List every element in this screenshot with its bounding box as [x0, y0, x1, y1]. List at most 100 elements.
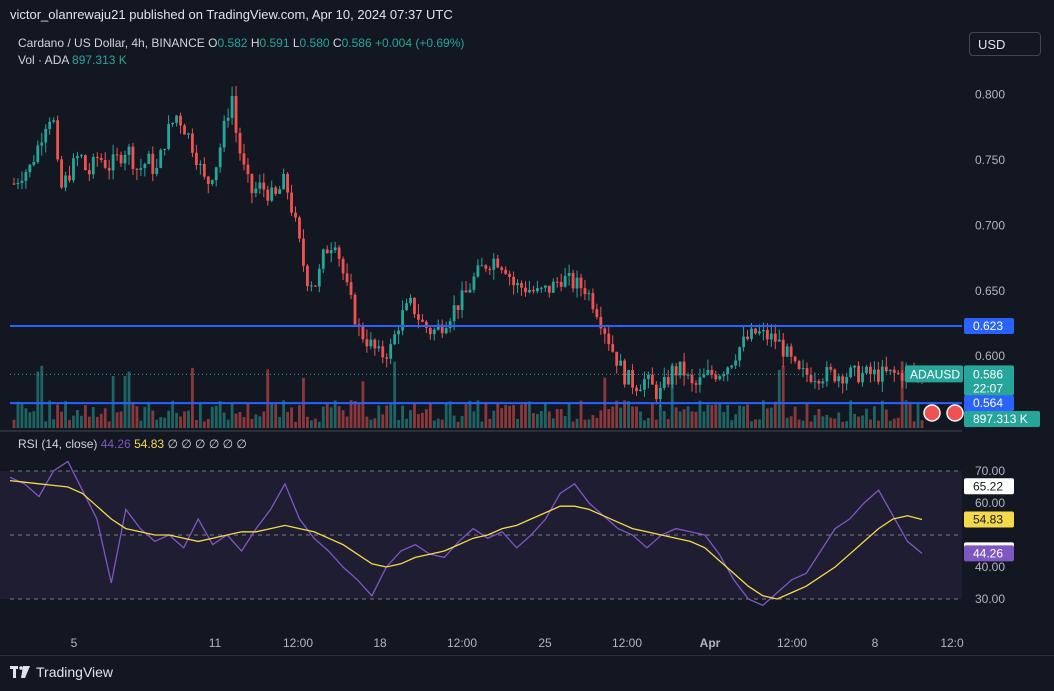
volume-bar — [179, 416, 182, 428]
candle-body — [155, 167, 159, 174]
candle-body — [686, 374, 690, 376]
volume-bar — [32, 411, 36, 428]
us-flag-event-icon[interactable] — [946, 404, 964, 422]
volume-bar — [849, 400, 853, 428]
volume-bar — [508, 405, 512, 428]
us-flag-event-icon[interactable] — [923, 404, 941, 422]
candle-body — [797, 361, 801, 369]
volume-bar — [83, 405, 87, 428]
volume-bar — [147, 401, 151, 428]
volume-bar — [746, 404, 749, 428]
candle-body — [599, 316, 603, 329]
volume-bar — [825, 414, 829, 428]
volume-bar — [873, 406, 876, 428]
candle-body — [436, 324, 440, 330]
candle-body — [107, 167, 111, 171]
volume-bar — [543, 402, 547, 428]
candle-body — [127, 146, 131, 155]
volume-bar — [777, 369, 781, 428]
candle-body — [639, 389, 642, 392]
candle-body — [690, 374, 694, 384]
volume-bar — [896, 417, 900, 428]
volume-bar — [837, 412, 841, 428]
volume-bar — [563, 416, 567, 428]
volume-bar — [151, 410, 155, 428]
tradingview-logo-icon — [10, 666, 30, 678]
volume-bar — [385, 405, 389, 428]
volume-bar — [488, 418, 492, 428]
volume-bar — [904, 400, 908, 428]
volume-bar — [317, 421, 321, 428]
volume-bar — [313, 418, 317, 428]
rsi-label[interactable]: RSI (14, close) — [18, 437, 98, 451]
candle-body — [428, 327, 432, 335]
volume-bar — [730, 420, 734, 428]
open-value: 0.582 — [217, 36, 248, 50]
volume-bar — [857, 416, 860, 428]
candle-body — [488, 268, 492, 270]
volume-bar — [226, 419, 230, 428]
candle-body — [131, 146, 135, 169]
candle-body — [262, 182, 266, 190]
candle-body — [591, 293, 595, 310]
volume-bar — [377, 405, 381, 428]
volume-bar — [496, 402, 500, 428]
volume-bar — [639, 411, 642, 428]
candle-body — [702, 374, 706, 378]
volume-bar — [294, 421, 297, 428]
volume-bar — [341, 410, 345, 428]
volume-bar — [91, 407, 95, 428]
candle-body — [841, 376, 845, 384]
volume-bar — [516, 419, 519, 428]
pane-separator[interactable] — [0, 430, 962, 432]
volume-bar — [829, 417, 833, 428]
candle-body — [317, 268, 321, 287]
candle-body — [777, 339, 781, 342]
time-axis-tick: 12:00 — [612, 636, 642, 650]
currency-button[interactable]: USD — [969, 32, 1041, 56]
rsi-ma-line[interactable] — [9, 479, 923, 600]
volume-bar — [428, 402, 432, 428]
candle-body — [198, 163, 202, 165]
candle-body — [91, 156, 95, 175]
level-price-label: 0.564 — [973, 396, 1003, 410]
candle-body — [845, 377, 849, 384]
volume-bar — [742, 406, 745, 428]
volume-bar — [528, 401, 531, 428]
candle-body — [222, 120, 226, 148]
volume-bar — [369, 419, 373, 428]
candle-body — [714, 374, 718, 380]
candle-body — [817, 381, 821, 384]
candle-body — [32, 162, 36, 165]
volume-bar — [535, 413, 539, 428]
volume-bar — [666, 419, 670, 428]
volume-bar — [627, 401, 630, 428]
volume-bar — [12, 419, 16, 428]
volume-bar — [805, 402, 809, 428]
volume-bar — [662, 411, 666, 428]
volume-bar — [920, 420, 924, 428]
volume-bar — [845, 421, 849, 428]
rsi-line[interactable] — [9, 460, 923, 607]
volume-bar — [555, 408, 559, 428]
candle-body — [282, 173, 286, 190]
candle-body — [595, 309, 599, 317]
candle-body — [210, 180, 214, 184]
candle-body — [539, 287, 543, 289]
volume-bar — [202, 421, 206, 428]
volume-bar — [258, 416, 262, 428]
volume-bar — [48, 400, 52, 428]
symbol-title[interactable]: Cardano / US Dollar, 4h, BINANCE — [18, 36, 205, 50]
candle-body — [785, 346, 789, 357]
candle-body — [226, 117, 230, 121]
volume-bar — [44, 421, 48, 428]
candle-body — [805, 368, 809, 375]
volume-bar — [234, 413, 238, 428]
volume-bar — [250, 418, 254, 428]
volume-bar — [468, 400, 472, 428]
volume-label[interactable]: Vol · ADA — [18, 53, 69, 67]
volume-bar — [900, 361, 904, 428]
volume-bar — [480, 421, 484, 428]
candle-body — [258, 182, 262, 189]
